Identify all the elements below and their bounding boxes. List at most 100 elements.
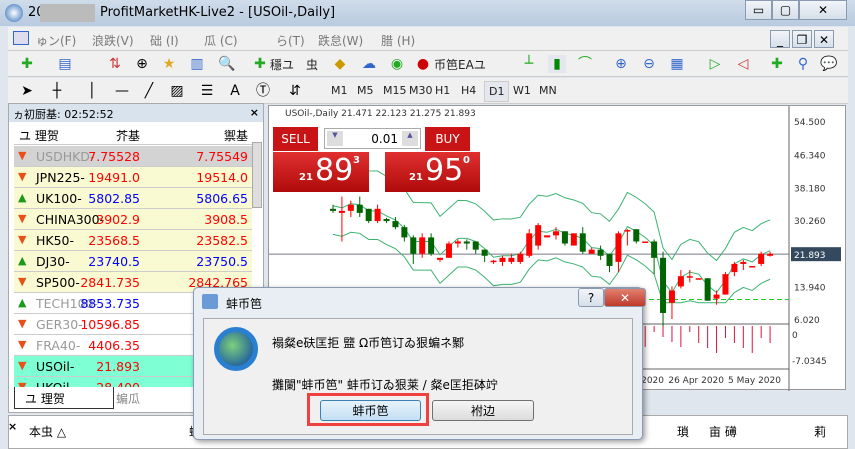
tile-windows-icon[interactable]: ▦	[670, 56, 684, 72]
menu-insert[interactable]: 础 (I)	[150, 34, 179, 48]
price-chart[interactable]: 54.500 46.340 38.180 30.260 13.940 6.020 21.89…	[269, 106, 847, 391]
horizontal-line-icon[interactable]: —	[115, 83, 129, 99]
timeframe-m30[interactable]: M30	[409, 84, 433, 97]
autotrading-label[interactable]: 币笆EAユ	[434, 58, 486, 72]
crosshair-icon[interactable]: ┼	[52, 83, 62, 99]
decrease-lot-icon[interactable]: ▼	[327, 131, 343, 146]
new-order-label[interactable]: 穩ユ	[270, 58, 295, 72]
terminal-icon[interactable]: ▥	[190, 56, 204, 72]
column-sl-tp[interactable]: 亩 礡	[709, 425, 737, 439]
signal-icon[interactable]: ◉	[390, 56, 404, 72]
child-close-button[interactable]: ✕	[814, 30, 834, 48]
timeframe-w1[interactable]: W1	[513, 84, 531, 97]
column-price[interactable]: 瑣	[677, 425, 690, 439]
menu-charts[interactable]: 瓜 (C)	[204, 34, 238, 48]
menu-file[interactable]: ゅン(F)	[36, 34, 77, 48]
dialog-close-button[interactable]: ✕	[604, 288, 646, 307]
bar-chart-icon[interactable]: ┴	[524, 56, 534, 72]
symbol-row[interactable]: ▼ HK50- 23568.5 23582.5	[14, 230, 252, 251]
history-label[interactable]: 虫	[306, 58, 319, 72]
timeframe-m5[interactable]: M5	[357, 84, 374, 97]
lot-size-input[interactable]: 0.01	[371, 132, 398, 146]
timeframe-h4[interactable]: H4	[461, 84, 477, 97]
profiles-icon[interactable]: ▤	[58, 56, 72, 72]
favorites-icon[interactable]: ★	[162, 56, 176, 72]
crosshair-navigator-icon[interactable]: ⊕	[136, 56, 148, 72]
column-symbol[interactable]: ユ 理贺	[19, 129, 59, 143]
symbol-row[interactable]: ▲ DJ30- 23740.5 23750.5	[14, 251, 252, 272]
fibonacci-icon[interactable]: ☰	[200, 83, 214, 99]
candlestick-icon[interactable]: ▮	[548, 55, 566, 73]
sell-price[interactable]: 21 89 3	[273, 152, 369, 192]
sell-button[interactable]: SELL	[273, 127, 318, 151]
lot-size-stepper[interactable]: ▼ 0.01 ▲	[324, 128, 421, 149]
cancel-button[interactable]: 袝边	[432, 400, 534, 421]
symbol-row[interactable]: ▼ UKOil- 28.400	[14, 377, 252, 387]
menu-tools[interactable]: ら(T)	[276, 34, 305, 48]
symbol-row[interactable]: ▼ USOil- 21.893	[14, 356, 252, 377]
zoom-in-icon[interactable]: ⊕	[615, 56, 627, 72]
help-button[interactable]: ?	[578, 288, 604, 307]
autoscroll-icon[interactable]: ▷	[709, 56, 721, 72]
buy-button[interactable]: BUY	[425, 127, 470, 151]
chart-shift-icon[interactable]: ◁	[737, 56, 749, 72]
symbol-row[interactable]: ▲ TECH100- 8853.735 8	[14, 293, 252, 314]
child-restore-button[interactable]: ❐	[792, 30, 812, 48]
indicators-icon[interactable]: ✚	[771, 56, 783, 72]
text-label-icon[interactable]: Ⓣ	[256, 83, 270, 99]
equidistant-channel-icon[interactable]: ▨	[170, 83, 184, 99]
column-ask[interactable]: 禦基	[223, 129, 248, 143]
symbol-row[interactable]: ▼ GER30- 10596.85 1	[14, 314, 252, 335]
symbol-row[interactable]: ▼ FRA40- 4406.35	[14, 335, 252, 356]
tab-tick-chart[interactable]: 蝙瓜	[116, 392, 141, 406]
metaeditor-icon[interactable]: ◆	[334, 56, 346, 72]
increase-lot-icon[interactable]: ▲	[402, 131, 418, 146]
text-icon[interactable]: A	[230, 83, 240, 99]
market-watch-icon[interactable]: ⇅	[109, 56, 121, 72]
trendline-icon[interactable]: ╱	[144, 83, 154, 99]
minimize-button[interactable]: ▭	[745, 0, 772, 20]
column-profit[interactable]: 莉	[814, 425, 827, 439]
column-bid[interactable]: 芥基	[115, 129, 140, 143]
column-order[interactable]: 本虫 △	[29, 425, 67, 439]
line-chart-icon[interactable]: ⌒	[578, 56, 592, 72]
maximize-button[interactable]: ▢	[772, 0, 799, 20]
symbol-row[interactable]: ▲ UK100- 5802.85 5806.65	[14, 188, 252, 209]
new-order-icon[interactable]: ✚	[254, 56, 266, 72]
timeframe-h1[interactable]: H1	[435, 84, 451, 97]
candle-body	[517, 253, 524, 262]
search-icon[interactable]: ⚲	[797, 56, 809, 72]
close-button[interactable]: ✕	[799, 0, 847, 20]
menu-window[interactable]: 跌怠(W)	[318, 34, 364, 48]
symbol-row[interactable]: ▼ CHINA300- 3902.9 3908.5	[14, 209, 252, 230]
timeframe-m1[interactable]: M1	[331, 84, 348, 97]
cloud-icon[interactable]: ☁	[362, 56, 376, 72]
price-tick-label: 38.180	[794, 185, 826, 195]
vertical-line-icon[interactable]: │	[87, 83, 97, 99]
menu-view[interactable]: 浪跌(V)	[92, 34, 134, 48]
new-chart-icon[interactable]: ✚	[21, 56, 33, 72]
arrows-icon[interactable]: ⇵	[289, 83, 301, 99]
menu-help[interactable]: 腊 (H)	[381, 34, 416, 48]
child-minimize-button[interactable]: _	[770, 30, 790, 48]
close-icon[interactable]: ×	[8, 420, 18, 433]
autotrading-icon[interactable]: ●	[416, 56, 430, 72]
chat-icon[interactable]: 💬	[820, 56, 838, 72]
one-click-trading-panel: SELL ▼ 0.01 ▲ BUY 21 89 3 21 95 0	[273, 127, 493, 192]
zoom-out-icon[interactable]: ⊖	[643, 56, 655, 72]
tester-icon[interactable]: 🔍	[218, 56, 236, 72]
timeframe-m15[interactable]: M15	[383, 84, 407, 97]
candle-body	[428, 237, 435, 254]
tab-symbols[interactable]: ユ 理贺	[14, 387, 114, 409]
timeframe-d1[interactable]: D1	[484, 81, 510, 102]
cursor-icon[interactable]: ➤	[21, 83, 33, 99]
buy-price[interactable]: 21 95 0	[385, 152, 480, 192]
symbol-row[interactable]: ▼ USDHKD- 7.75528 7.75549	[14, 146, 252, 167]
symbol-row[interactable]: ▼ JPN225- 19491.0 19514.0	[14, 167, 252, 188]
symbol-row[interactable]: ▼ SP500- 2841.735 2842.765	[14, 272, 252, 293]
timeframe-mn[interactable]: MN	[539, 84, 557, 97]
ok-button[interactable]: 蚌币笆	[320, 400, 421, 421]
candle-body	[731, 263, 738, 273]
scrollbar-thumb[interactable]	[252, 142, 262, 208]
close-icon[interactable]: ×	[249, 106, 259, 119]
